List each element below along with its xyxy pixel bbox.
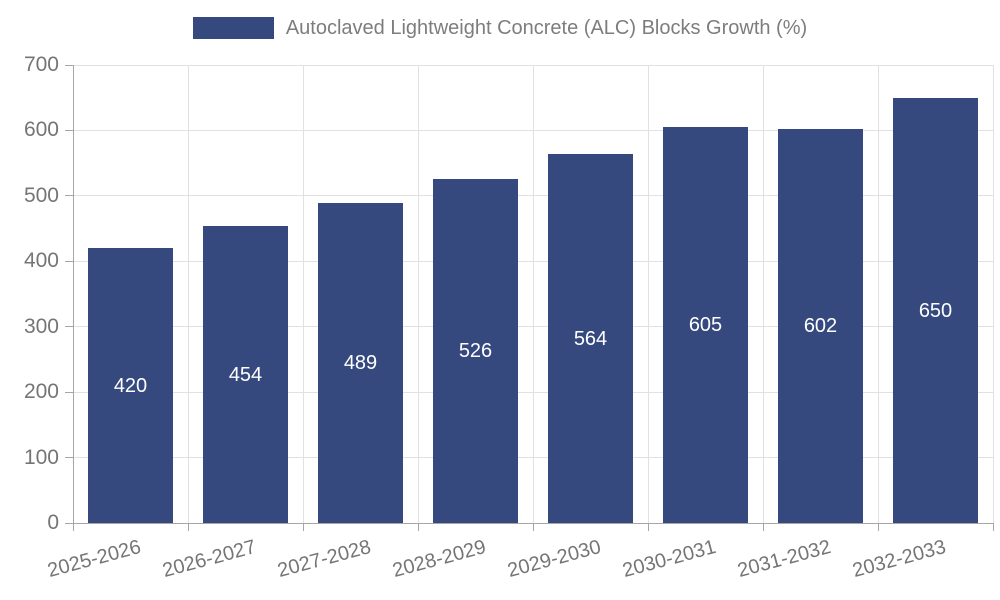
x-axis-tick bbox=[532, 523, 534, 531]
y-axis-tick-label: 600 bbox=[23, 118, 59, 142]
x-axis-category-label: 2027-2028 bbox=[275, 536, 374, 583]
bar-2028-2029[interactable] bbox=[433, 179, 518, 523]
y-axis-tick-label: 300 bbox=[23, 314, 59, 338]
x-axis-category-label: 2028-2029 bbox=[390, 536, 489, 583]
y-axis-line bbox=[72, 65, 74, 531]
x-axis-tick bbox=[187, 523, 189, 531]
x-axis-tick bbox=[762, 523, 764, 531]
x-axis-tick bbox=[992, 523, 994, 531]
y-axis-tick-label: 0 bbox=[47, 511, 59, 534]
legend[interactable]: Autoclaved Lightweight Concrete (ALC) Bl… bbox=[0, 16, 1000, 40]
legend-swatch[interactable] bbox=[192, 17, 274, 39]
y-axis-tick-label: 500 bbox=[23, 183, 59, 207]
y-axis-tick bbox=[65, 391, 73, 393]
x-axis-category-label: 2029-2030 bbox=[505, 536, 604, 583]
x-axis-line bbox=[65, 522, 993, 524]
y-axis-tick bbox=[65, 457, 73, 459]
gridline-vertical bbox=[302, 65, 304, 523]
x-axis-category-label: 2026-2027 bbox=[160, 536, 259, 583]
y-axis-tick-label: 200 bbox=[23, 380, 59, 404]
bar-2032-2033[interactable] bbox=[893, 98, 978, 523]
y-axis-tick-label: 100 bbox=[23, 445, 59, 469]
gridline-vertical bbox=[762, 65, 764, 523]
y-axis-tick-label: 400 bbox=[23, 249, 59, 273]
bar-2030-2031[interactable] bbox=[663, 127, 748, 523]
x-axis-tick bbox=[417, 523, 419, 531]
bar-2025-2026[interactable] bbox=[88, 248, 173, 523]
x-axis-tick bbox=[647, 523, 649, 531]
y-axis-tick bbox=[65, 64, 73, 66]
bar-2027-2028[interactable] bbox=[318, 203, 403, 523]
x-axis-category-label: 2025-2026 bbox=[45, 536, 144, 583]
bar-2026-2027[interactable] bbox=[203, 226, 288, 523]
y-axis-tick bbox=[65, 260, 73, 262]
gridline-vertical bbox=[187, 65, 189, 523]
gridline-vertical bbox=[647, 65, 649, 523]
x-axis-category-label: 2031-2032 bbox=[735, 536, 834, 583]
gridline-vertical bbox=[992, 65, 994, 523]
bar-2029-2030[interactable] bbox=[548, 154, 633, 523]
legend-label[interactable]: Autoclaved Lightweight Concrete (ALC) Bl… bbox=[285, 17, 808, 39]
x-axis-tick bbox=[877, 523, 879, 531]
x-axis-category-label: 2032-2033 bbox=[850, 536, 949, 583]
bar-2031-2032[interactable] bbox=[778, 129, 863, 523]
x-axis-tick bbox=[302, 523, 304, 531]
y-axis-tick bbox=[65, 129, 73, 131]
y-axis-tick bbox=[65, 326, 73, 328]
gridline-vertical bbox=[417, 65, 419, 523]
y-axis-tick bbox=[65, 195, 73, 197]
y-axis-tick-label: 700 bbox=[23, 53, 59, 76]
x-axis-category-label: 2030-2031 bbox=[620, 536, 719, 583]
gridline-vertical bbox=[877, 65, 879, 523]
gridline-vertical bbox=[532, 65, 534, 523]
